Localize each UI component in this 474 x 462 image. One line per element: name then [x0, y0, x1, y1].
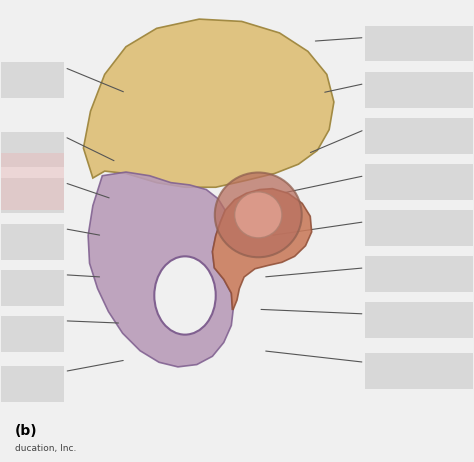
Bar	[0, 316, 64, 352]
Bar	[365, 210, 474, 246]
Polygon shape	[83, 19, 334, 187]
Bar	[365, 302, 474, 338]
Bar	[0, 270, 64, 306]
Bar	[365, 118, 474, 154]
Bar	[365, 256, 474, 292]
Bar	[0, 224, 64, 260]
Bar	[0, 62, 64, 98]
Bar	[365, 25, 474, 61]
Bar	[0, 153, 64, 210]
Polygon shape	[88, 172, 233, 367]
Bar	[0, 366, 64, 402]
Circle shape	[235, 192, 282, 238]
Bar	[365, 72, 474, 108]
Polygon shape	[212, 188, 312, 309]
Bar	[0, 132, 64, 167]
Circle shape	[215, 172, 302, 257]
Bar	[365, 164, 474, 200]
Bar	[365, 353, 474, 389]
Bar	[0, 177, 64, 213]
Text: (b): (b)	[15, 424, 37, 438]
Ellipse shape	[155, 256, 216, 334]
Text: ducation, Inc.: ducation, Inc.	[15, 444, 76, 453]
